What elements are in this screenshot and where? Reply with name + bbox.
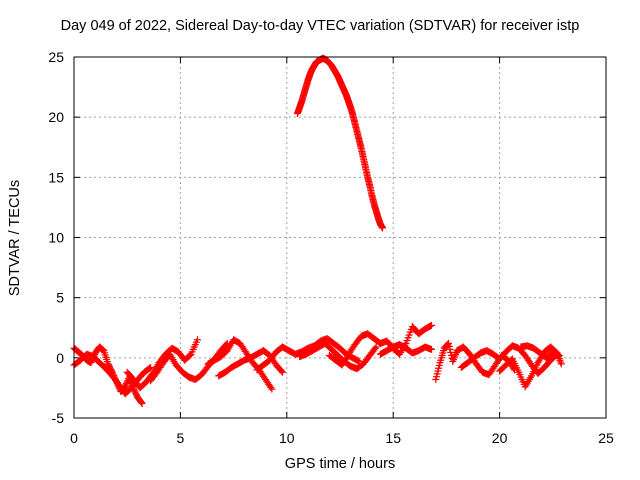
x-tick-label: 25	[598, 430, 614, 446]
y-tick-label: 25	[48, 49, 64, 65]
x-tick-label: 0	[70, 430, 78, 446]
chart-title: Day 049 of 2022, Sidereal Day-to-day VTE…	[60, 18, 580, 34]
data-point	[555, 351, 563, 359]
data-point	[279, 368, 287, 376]
data-point	[146, 364, 154, 372]
y-tick-label: 5	[56, 290, 64, 306]
data-point	[268, 385, 276, 393]
x-axis-label: GPS time / hours	[284, 456, 396, 472]
data-point	[554, 351, 562, 359]
y-tick-label: -5	[52, 410, 65, 426]
series-group	[293, 54, 387, 232]
series-group	[376, 341, 436, 358]
data-point	[372, 343, 380, 351]
series-group	[70, 350, 155, 398]
y-tick-label: 15	[48, 169, 64, 185]
data-point	[445, 339, 453, 347]
y-tick-label: 20	[48, 109, 64, 125]
series-group	[70, 343, 146, 408]
data-point	[147, 363, 155, 371]
series-group	[517, 342, 563, 362]
y-tick-label: 10	[48, 230, 64, 246]
data-point	[277, 367, 285, 375]
data-point	[122, 381, 130, 389]
data-point	[428, 345, 436, 353]
data-point	[446, 345, 454, 353]
data-point	[445, 342, 453, 350]
data-point	[267, 384, 275, 392]
y-tick-label: 0	[56, 350, 64, 366]
x-tick-label: 15	[385, 430, 401, 446]
x-tick-label: 20	[492, 430, 508, 446]
series-group	[496, 343, 565, 391]
data-point	[371, 344, 379, 352]
data-point	[379, 224, 387, 232]
data-point	[354, 357, 362, 365]
data-series	[70, 54, 565, 408]
plot-frame	[73, 56, 607, 419]
data-point	[87, 359, 95, 367]
data-point	[557, 360, 565, 368]
series-group	[215, 347, 287, 380]
data-point	[138, 400, 146, 408]
data-point	[193, 336, 201, 344]
data-point	[426, 322, 434, 330]
y-axis-label: SDTVAR / TECUs	[7, 179, 23, 297]
data-point	[137, 399, 145, 407]
series-group	[432, 339, 518, 383]
series-group	[204, 336, 276, 393]
x-tick-label: 10	[279, 430, 295, 446]
x-tick-label: 5	[177, 430, 185, 446]
data-point	[428, 321, 436, 329]
series-group	[325, 321, 436, 369]
